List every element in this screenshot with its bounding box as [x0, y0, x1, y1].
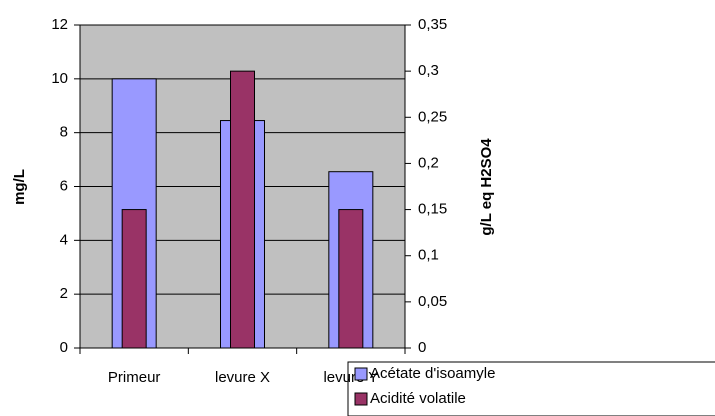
- y-tick-label: 8: [60, 124, 68, 141]
- legend-label: Acétate d'isoamyle: [370, 365, 495, 382]
- y2-tick-label: 0,25: [418, 108, 447, 125]
- y2-tick-label: 0,05: [418, 293, 447, 310]
- y-tick-label: 0: [60, 339, 68, 356]
- y2-tick-label: 0,2: [418, 154, 439, 171]
- y2-tick-label: 0: [418, 339, 426, 356]
- x-tick-label: Primeur: [108, 369, 161, 386]
- y2-tick-label: 0,35: [418, 16, 447, 33]
- y2-tick-label: 0,15: [418, 201, 447, 218]
- y2-tick-label: 0,1: [418, 247, 439, 264]
- y2-axis-title: g/L eq H2SO4: [478, 138, 495, 236]
- legend-swatch: [354, 392, 368, 406]
- bar: [230, 70, 255, 349]
- y-tick-label: 2: [60, 285, 68, 302]
- bar: [121, 209, 147, 349]
- bar: [338, 209, 364, 349]
- legend: [347, 361, 715, 416]
- y-axis-title: mg/L: [11, 169, 28, 205]
- y2-tick-label: 0,3: [418, 62, 439, 79]
- y-tick-label: 12: [51, 16, 68, 33]
- x-tick-label: levure X: [215, 369, 270, 386]
- y-tick-label: 6: [60, 177, 68, 194]
- legend-label: Acidité volatile: [370, 390, 466, 407]
- legend-swatch: [354, 367, 368, 381]
- y-tick-label: 10: [51, 70, 68, 87]
- y-tick-label: 4: [60, 231, 68, 248]
